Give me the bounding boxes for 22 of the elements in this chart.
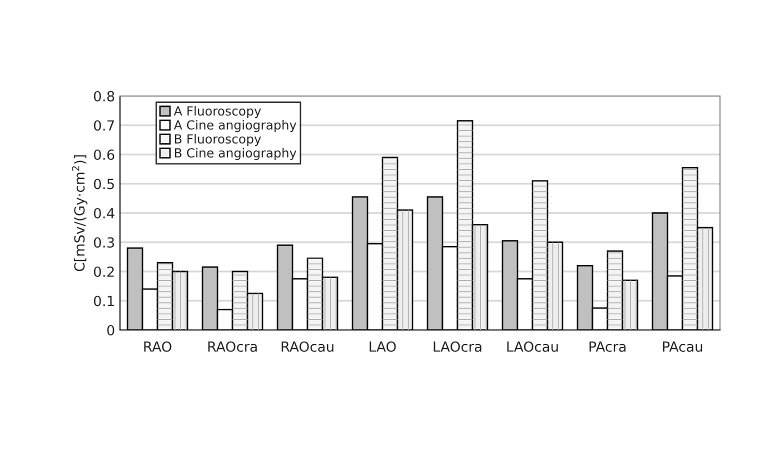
x-tick-label: RAOcau bbox=[282, 341, 334, 352]
y-tick-label: 0.6 bbox=[94, 149, 114, 160]
x-tick-label: RAOcra bbox=[208, 341, 257, 352]
y-axis-title: C[mSv/(Gy·cm$^{2}$)] bbox=[72, 155, 88, 272]
y-tick-label: 0.3 bbox=[94, 237, 114, 248]
x-tick-label: LAO bbox=[370, 341, 396, 352]
y-tick-label: 0 bbox=[107, 324, 114, 336]
x-tick-label: LAOcra bbox=[434, 341, 482, 352]
y-tick-label: 0.8 bbox=[94, 90, 114, 102]
legend-label: B Cine angiography bbox=[174, 148, 296, 160]
legend-label: A Fluoroscopy bbox=[174, 106, 262, 118]
x-tick-label: PAcau bbox=[663, 342, 702, 352]
y-tick-label: 0.4 bbox=[94, 208, 114, 218]
y-tick-label: 0.5 bbox=[94, 178, 114, 190]
y-tick-label: 0.1 bbox=[94, 296, 114, 306]
legend-label: A Cine angiography bbox=[174, 120, 296, 132]
x-tick-label: RAO bbox=[144, 341, 172, 352]
x-tick-label: PAcra bbox=[590, 342, 626, 352]
y-tick-label: 0.2 bbox=[94, 266, 114, 277]
y-tick-label: 0.7 bbox=[94, 120, 114, 131]
x-tick-label: LAOcau bbox=[507, 341, 558, 352]
legend-label: B Fluoroscopy bbox=[174, 134, 262, 146]
